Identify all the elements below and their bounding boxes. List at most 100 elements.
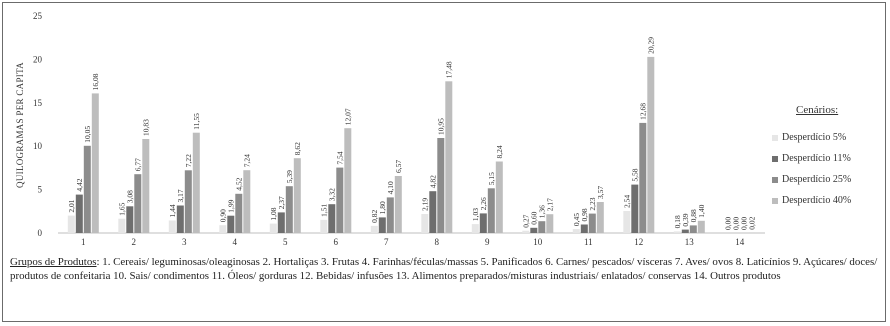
legend-item: Desperdício 40% — [772, 190, 884, 211]
bar — [394, 176, 402, 233]
bar — [67, 215, 75, 233]
data-label: 1,36 — [537, 205, 546, 218]
bar — [176, 205, 184, 233]
bar — [471, 224, 479, 233]
data-label: 1,51 — [319, 204, 328, 217]
bar — [91, 93, 99, 234]
data-label: 0,88 — [689, 209, 698, 222]
legend: Cenários: Desperdício 5% Desperdício 11%… — [772, 104, 884, 211]
data-label: 2,01 — [67, 199, 76, 212]
bar — [227, 215, 235, 233]
data-label: 6,77 — [133, 158, 142, 171]
y-axis-label: QUILOGRAMAS PER CAPITA — [15, 62, 25, 188]
bar — [530, 227, 538, 233]
bar — [495, 161, 503, 233]
bar — [328, 204, 336, 233]
legend-title: Cenários: — [796, 104, 839, 116]
x-tick-label: 6 — [334, 237, 339, 247]
bar — [235, 193, 243, 233]
legend-item: Desperdício 5% — [772, 127, 884, 148]
bar — [546, 214, 554, 233]
data-label: 3,08 — [125, 190, 134, 203]
bar — [75, 194, 83, 233]
x-tick-label: 11 — [584, 237, 593, 247]
data-label: 10,95 — [436, 118, 445, 135]
data-label: 2,23 — [588, 197, 597, 210]
data-label: 3,17 — [176, 189, 185, 202]
data-label: 0,02 — [747, 216, 756, 229]
bar — [623, 211, 631, 233]
bar — [479, 213, 487, 233]
legend-label: Desperdício 40% — [782, 195, 852, 206]
bar — [126, 206, 134, 233]
data-label: 7,24 — [242, 154, 251, 167]
legend-label: Desperdício 25% — [782, 174, 852, 185]
x-tick-label: 3 — [182, 237, 187, 247]
data-label: 4,10 — [386, 181, 395, 194]
data-label: 0,82 — [370, 210, 379, 223]
data-label: 11,55 — [192, 113, 201, 130]
bar — [168, 220, 176, 233]
y-tick-label: 5 — [38, 185, 43, 195]
data-label: 8,24 — [495, 145, 504, 158]
bar — [320, 219, 328, 233]
data-label: 2,54 — [622, 195, 631, 208]
bar — [631, 184, 639, 233]
x-tick-label: 4 — [233, 237, 238, 247]
bar — [487, 188, 495, 233]
data-label: 12,68 — [638, 103, 647, 120]
bar — [689, 225, 697, 233]
bar — [344, 128, 352, 233]
data-label: 0,00 — [723, 217, 732, 230]
bar — [429, 191, 437, 233]
bar — [647, 56, 655, 234]
x-tick-label: 2 — [132, 237, 137, 247]
caption-heading: Grupos de Produtos — [10, 256, 97, 268]
data-label: 0,00 — [739, 217, 748, 230]
data-label: 4,42 — [75, 178, 84, 191]
x-tick-label: 12 — [634, 237, 643, 247]
data-label: 1,40 — [697, 204, 706, 217]
data-label: 0,27 — [521, 214, 530, 227]
y-tick-label: 0 — [38, 228, 43, 238]
bar — [243, 170, 251, 233]
x-tick-label: 8 — [435, 237, 440, 247]
data-label: 0,45 — [572, 213, 581, 226]
data-label: 8,62 — [293, 142, 302, 155]
legend-swatch — [772, 134, 778, 141]
data-label: 5,39 — [285, 170, 294, 183]
data-label: 1,65 — [117, 202, 126, 215]
bar — [437, 138, 445, 233]
y-tick-label: 10 — [33, 141, 43, 151]
bar — [83, 145, 91, 233]
data-label: 4,82 — [428, 175, 437, 188]
bar — [445, 81, 453, 233]
bar — [421, 214, 429, 233]
data-label: 6,57 — [394, 160, 403, 173]
data-label: 0,98 — [580, 208, 589, 221]
legend-item: Desperdício 25% — [772, 169, 884, 190]
bar — [580, 224, 588, 233]
bar — [134, 174, 142, 233]
legend-label: Desperdício 5% — [782, 132, 847, 143]
bar — [277, 212, 285, 233]
bar — [639, 122, 647, 233]
data-label: 1,80 — [378, 201, 387, 214]
data-label: 3,57 — [596, 186, 605, 199]
bar — [572, 229, 580, 233]
bar — [697, 220, 705, 233]
data-label: 2,17 — [545, 198, 554, 211]
bar — [293, 158, 301, 233]
bar — [673, 231, 681, 233]
data-label: 17,48 — [444, 61, 453, 78]
data-label: 0,39 — [681, 213, 690, 226]
data-label: 4,52 — [234, 177, 243, 190]
data-label: 1,44 — [168, 204, 177, 217]
data-labels-layer: 2,01 4,42 10,05 16,08 1,653,08 6,77 10,83 1,44 3… — [67, 37, 756, 230]
data-label: 2,19 — [420, 198, 429, 211]
data-label: 7,22 — [184, 154, 193, 167]
x-tick-label: 9 — [485, 237, 490, 247]
data-label: 1,03 — [471, 208, 480, 221]
